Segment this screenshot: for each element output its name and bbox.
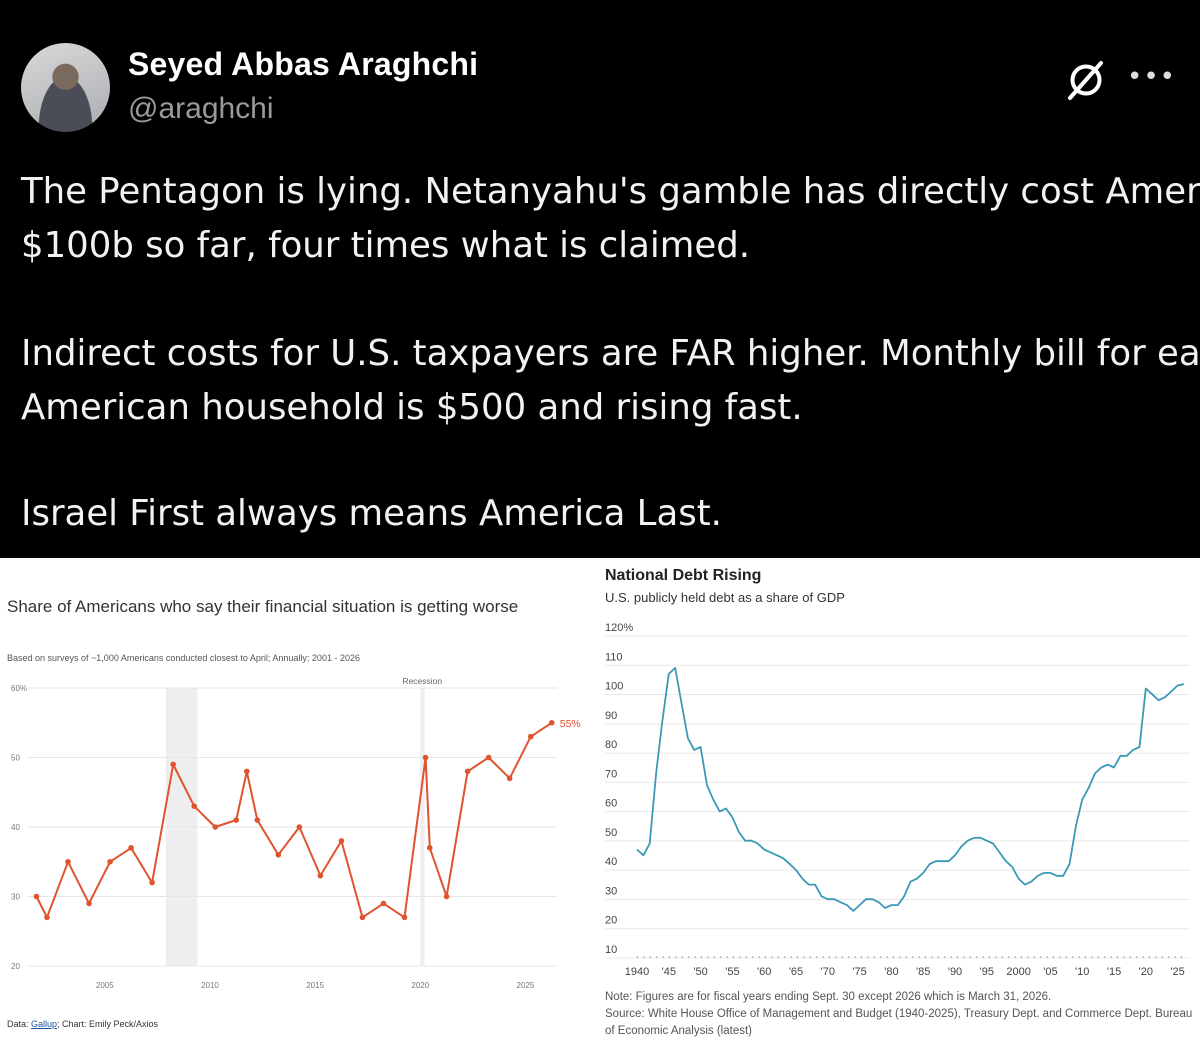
y-tick-label: 60 — [605, 798, 617, 810]
data-point — [149, 879, 155, 886]
y-tick-label: 80 — [605, 739, 617, 751]
x-tick-label: '60 — [757, 966, 771, 978]
data-point — [33, 893, 40, 900]
data-point — [485, 754, 492, 761]
x-tick-label: '65 — [789, 966, 803, 978]
data-point — [128, 845, 134, 851]
user-handle[interactable]: @araghchi — [128, 92, 274, 125]
grok-icon[interactable] — [1064, 58, 1108, 102]
data-point — [275, 852, 282, 858]
data-point — [233, 817, 240, 823]
x-tick-label: '20 — [1139, 966, 1153, 978]
data-point — [359, 914, 366, 921]
y-tick-label: 40 — [605, 856, 617, 868]
y-tick-label: 70 — [605, 768, 617, 780]
avatar[interactable] — [21, 43, 110, 132]
y-tick-label: 60% — [11, 684, 27, 693]
credit-suffix: ; Chart: Emily Peck/Axios — [57, 1019, 159, 1029]
tweet-text-line-5: Israel First always means America Last. — [21, 493, 722, 534]
data-point — [443, 893, 450, 900]
y-tick-label: 10 — [605, 944, 617, 956]
data-point — [86, 900, 92, 907]
national-debt-chart[interactable]: National Debt Rising U.S. publicly held … — [600, 558, 1200, 1058]
data-point — [44, 914, 50, 921]
x-tick-label: 2015 — [306, 981, 324, 990]
gallup-link[interactable]: Gallup — [31, 1019, 58, 1029]
tweet-text-line-2: $100b so far, four times what is claimed… — [21, 225, 751, 266]
data-point — [380, 900, 387, 907]
tweet-text-line-4: American household is $500 and rising fa… — [21, 387, 803, 428]
chart-source: Source: White House Office of Management… — [605, 1008, 1193, 1037]
credit-prefix: Data: — [7, 1019, 32, 1029]
data-point — [243, 768, 250, 775]
y-tick-label: 30 — [11, 893, 20, 902]
chart-subtitle: Based on surveys of ~1,000 Americans con… — [7, 653, 360, 663]
data-point — [170, 761, 176, 768]
more-icon[interactable]: ••• — [1127, 62, 1177, 92]
financial-situation-chart[interactable]: Share of Americans who say their financi… — [0, 558, 600, 1058]
chart-title: National Debt Rising — [605, 567, 762, 584]
x-tick-label: 2020 — [411, 981, 429, 990]
x-tick-label: '90 — [948, 966, 962, 978]
x-tick-label: '05 — [1043, 966, 1057, 978]
data-point — [506, 775, 513, 782]
data-point — [464, 768, 471, 775]
x-tick-label: '70 — [821, 966, 835, 978]
chart-subtitle: U.S. publicly held debt as a share of GD… — [605, 590, 845, 605]
series-line — [35, 721, 553, 919]
data-point — [401, 914, 408, 921]
x-tick-label: '45 — [662, 966, 676, 978]
data-point — [212, 824, 219, 830]
x-tick-label: '15 — [1107, 966, 1121, 978]
chart-credit: Data: Gallup; Chart: Emily Peck/Axios — [7, 1019, 158, 1029]
x-tick-label: '10 — [1075, 966, 1089, 978]
data-point — [338, 838, 345, 844]
x-tick-label: '25 — [1170, 966, 1184, 978]
y-tick-label: 50 — [605, 827, 617, 839]
national-debt-plot: 10 20 30 40 50 60 70 80 90 100 110 120% 1940 '45 '50 '5… — [605, 622, 1190, 978]
x-tick-label: 2025 — [517, 981, 535, 990]
chart-note: Note: Figures are for fiscal years endin… — [605, 991, 1052, 1003]
data-point — [191, 803, 198, 809]
y-tick-label: 20 — [11, 962, 20, 971]
data-point — [548, 719, 555, 726]
tweet-text-line-3: Indirect costs for U.S. taxpayers are FA… — [21, 333, 1200, 374]
data-point — [254, 817, 261, 823]
chart-title: Share of Americans who say their financi… — [7, 597, 519, 616]
y-tick-label: 40 — [11, 823, 20, 832]
end-value-label: 55% — [560, 718, 581, 730]
data-point — [65, 858, 71, 865]
display-name[interactable]: Seyed Abbas Araghchi — [128, 46, 479, 82]
y-tick-label: 120% — [605, 622, 633, 634]
x-tick-label: '55 — [725, 966, 739, 978]
x-tick-label: '80 — [884, 966, 898, 978]
x-tick-label: 2000 — [1006, 966, 1030, 978]
tweet: Seyed Abbas Araghchi @araghchi ••• The P… — [0, 0, 1200, 558]
x-tick-label: '50 — [693, 966, 707, 978]
x-tick-label: '85 — [916, 966, 930, 978]
data-point — [527, 733, 534, 740]
debt-series-line — [636, 667, 1185, 912]
y-tick-label: 110 — [605, 651, 623, 663]
y-tick-label: 30 — [605, 885, 617, 897]
x-tick-label: '95 — [980, 966, 994, 978]
y-tick-label: 90 — [605, 710, 617, 722]
data-point — [422, 754, 429, 761]
tweet-text-line-1: The Pentagon is lying. Netanyahu's gambl… — [21, 171, 1200, 212]
y-tick-label: 20 — [605, 915, 617, 927]
data-point — [317, 872, 324, 879]
y-tick-label: 50 — [11, 754, 20, 763]
y-tick-label: 100 — [605, 681, 623, 693]
financial-situation-plot: Recession 20 30 40 50 60% 2005 2010 2015 2020 2025… — [11, 676, 581, 990]
data-point — [426, 845, 433, 851]
x-tick-label: 2005 — [96, 981, 114, 990]
x-tick-label: 2010 — [201, 981, 219, 990]
x-tick-label: '75 — [852, 966, 866, 978]
data-point — [107, 858, 113, 865]
recession-label: Recession — [402, 676, 442, 686]
x-tick-label: 1940 — [625, 966, 649, 978]
data-point — [296, 824, 303, 830]
